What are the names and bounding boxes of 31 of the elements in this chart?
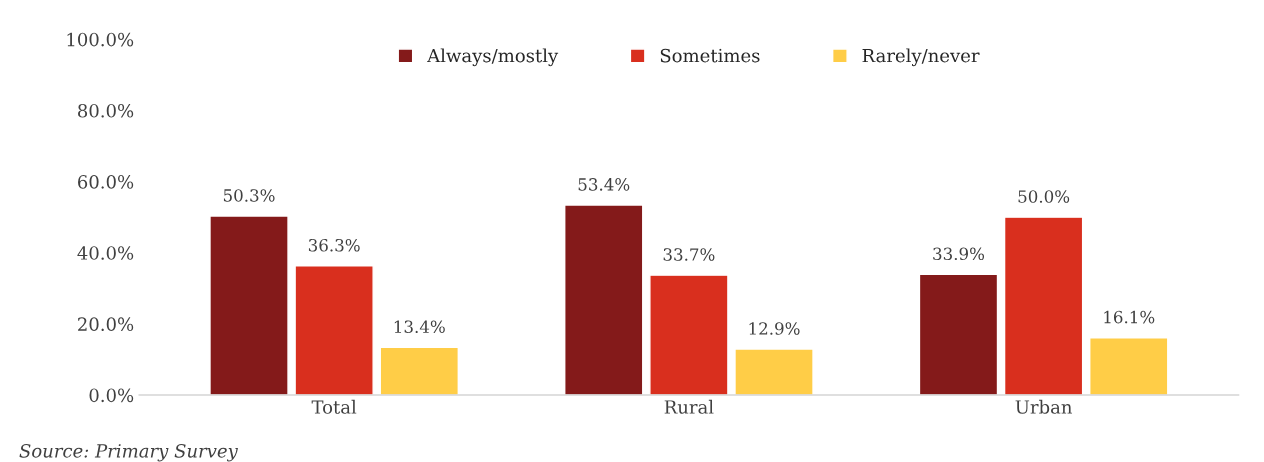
text: 33.7% xyxy=(663,248,715,261)
bar xyxy=(918,273,999,396)
bar xyxy=(1089,337,1169,396)
bar xyxy=(564,204,644,396)
text: 12.9% xyxy=(749,322,800,335)
y-tick-label: 80.0% xyxy=(78,103,134,118)
y-tick-label: 0.0% xyxy=(89,388,134,403)
y-tick-label: 40.0% xyxy=(77,246,134,260)
bar xyxy=(649,274,729,396)
bar xyxy=(209,215,289,396)
text: 50.0% xyxy=(1018,190,1070,203)
y-tick-label: 20.0% xyxy=(78,317,134,331)
legend-label: Always/mostly xyxy=(427,48,559,67)
text: 13.4% xyxy=(394,320,445,333)
text: 33.9% xyxy=(933,247,985,261)
text: 16.1% xyxy=(1104,310,1155,324)
text: 53.4% xyxy=(578,178,630,191)
source-note: Source: Primary Survey xyxy=(19,443,238,462)
x-tick-label: Rural xyxy=(664,399,714,414)
bar xyxy=(379,346,459,396)
text: 50.3% xyxy=(223,189,275,202)
legend-label: Rarely/never xyxy=(862,48,980,67)
x-tick-label: Urban xyxy=(1015,399,1073,414)
y-tick-label: 60.0% xyxy=(78,175,134,189)
legend-label: Sometimes xyxy=(660,48,760,63)
bar xyxy=(1003,216,1084,396)
x-tick-label: Total xyxy=(311,399,357,414)
y-tick-label: 100.0% xyxy=(67,32,134,47)
bar xyxy=(734,348,814,396)
text: 36.3% xyxy=(308,238,360,252)
bar xyxy=(294,265,374,396)
